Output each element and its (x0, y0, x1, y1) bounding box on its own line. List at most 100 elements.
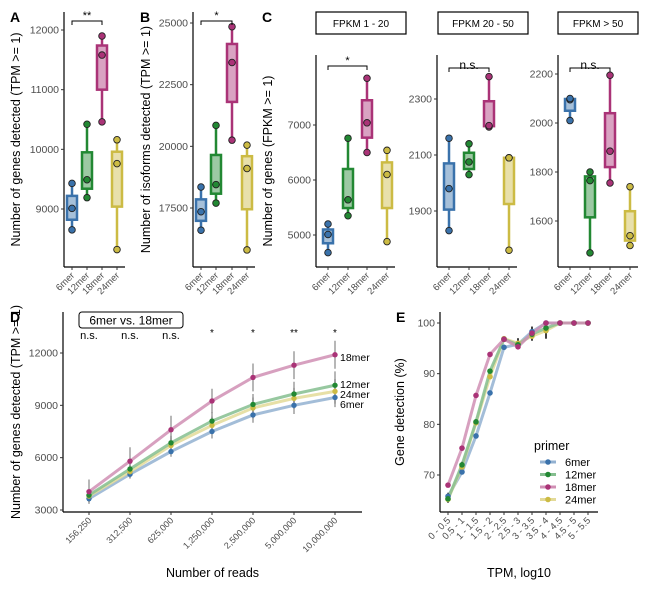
box-18mer (482, 72, 496, 131)
end-label-6mer: 6mer (340, 399, 364, 411)
box-6mer (563, 94, 577, 125)
data-point-12mer (459, 462, 465, 468)
y-tick-label: 22500 (159, 79, 188, 91)
y-tick-label: 3000 (35, 505, 59, 517)
y-tick-label: 1600 (530, 216, 554, 228)
y-tick-label: 10000 (30, 144, 59, 156)
x-tick-label: 312,500 (104, 515, 134, 545)
y-tick-label: 100 (417, 318, 435, 330)
x-tick-label: 24mer (487, 270, 514, 297)
data-point (383, 146, 391, 155)
significance-label: ** (290, 328, 298, 339)
data-point (344, 211, 352, 220)
data-point-12mer (291, 391, 297, 397)
data-point (197, 226, 205, 234)
legend-key-point (545, 496, 551, 503)
panel-label: D (10, 309, 20, 325)
data-point (363, 74, 371, 82)
data-point-18mer (209, 398, 215, 404)
legend-label: 6mer (565, 457, 590, 469)
x-tick-label: 156,250 (63, 515, 93, 545)
y-tick-label: 5000 (288, 230, 312, 242)
box-24mer (110, 136, 124, 254)
significance-label: * (210, 328, 214, 339)
legend-label: 24mer (565, 495, 597, 507)
data-point (363, 119, 371, 127)
x-tick-label: 24mer (608, 270, 635, 297)
y-axis-title: Number of genes detected (TPM >= 1) (9, 33, 23, 247)
box (80, 151, 94, 190)
data-point (626, 182, 634, 191)
data-point (228, 58, 236, 67)
data-point (383, 170, 391, 179)
x-axis-title: TPM, log10 (487, 566, 551, 580)
box-12mer (341, 134, 355, 220)
y-tick-label: 12000 (30, 25, 59, 37)
data-point (363, 148, 371, 157)
data-point-12mer (332, 382, 338, 388)
significance-bracket (448, 67, 490, 72)
data-point (566, 116, 574, 125)
facet-strip-label: FPKM 1 - 20 (333, 19, 390, 30)
data-point (465, 170, 473, 179)
y-axis-title: Number of genes (FPKM >= 1) (261, 76, 275, 247)
y-tick-label: 11000 (31, 84, 60, 96)
panel-label: B (140, 9, 150, 25)
data-point-18mer (291, 362, 297, 368)
box-12mer (462, 140, 476, 179)
box (209, 153, 223, 195)
data-point (505, 246, 513, 254)
legend-title: primer (534, 439, 569, 453)
end-label-12mer: 12mer (340, 379, 370, 391)
significance-label: * (214, 10, 219, 22)
box (341, 167, 355, 210)
significance-label: n.s. (459, 58, 478, 72)
y-tick-label: 9000 (36, 204, 60, 216)
data-point-24mer (209, 422, 215, 429)
legend-key-point (545, 459, 551, 465)
y-tick-label: 1800 (530, 167, 554, 179)
y-tick-label: 12000 (29, 348, 58, 360)
box-6mer (194, 183, 208, 234)
box (603, 111, 617, 169)
data-point-18mer (501, 336, 507, 343)
data-point (383, 237, 391, 246)
significance-label: n.s. (121, 330, 139, 342)
data-point (212, 199, 220, 207)
data-point-12mer (487, 368, 493, 374)
y-tick-label: 2100 (409, 150, 433, 162)
data-point (113, 159, 121, 168)
data-point (197, 207, 205, 216)
data-point (68, 204, 76, 213)
data-point (83, 176, 91, 184)
data-point (445, 184, 453, 193)
significance-bracket (71, 20, 103, 25)
box (110, 150, 124, 208)
box-18mer (225, 22, 239, 144)
data-point-18mer (332, 352, 338, 358)
data-point-6mer (459, 469, 465, 475)
data-point-12mer (445, 496, 451, 502)
significance-label: n.s. (80, 330, 98, 342)
y-axis-title: Number of genes detected (TPM >= 1) (9, 305, 23, 519)
data-point-18mer (86, 488, 92, 495)
data-point-6mer (332, 394, 338, 401)
box-6mer (321, 220, 335, 257)
x-tick-label: 625,000 (145, 515, 175, 545)
legend-label: 18mer (565, 482, 597, 494)
x-tick-label: 2,500,000 (222, 515, 257, 550)
end-label-24mer: 24mer (340, 389, 370, 401)
data-point (344, 196, 352, 204)
data-point (212, 121, 220, 130)
y-tick-label: 17500 (159, 203, 188, 215)
data-point (212, 180, 220, 189)
data-point (505, 154, 513, 162)
data-point (197, 183, 205, 191)
data-point (344, 134, 352, 142)
data-point-6mer (501, 344, 507, 351)
data-point (83, 120, 91, 129)
data-point-18mer (529, 330, 535, 336)
data-point (98, 118, 106, 126)
y-tick-label: 80 (423, 419, 435, 431)
